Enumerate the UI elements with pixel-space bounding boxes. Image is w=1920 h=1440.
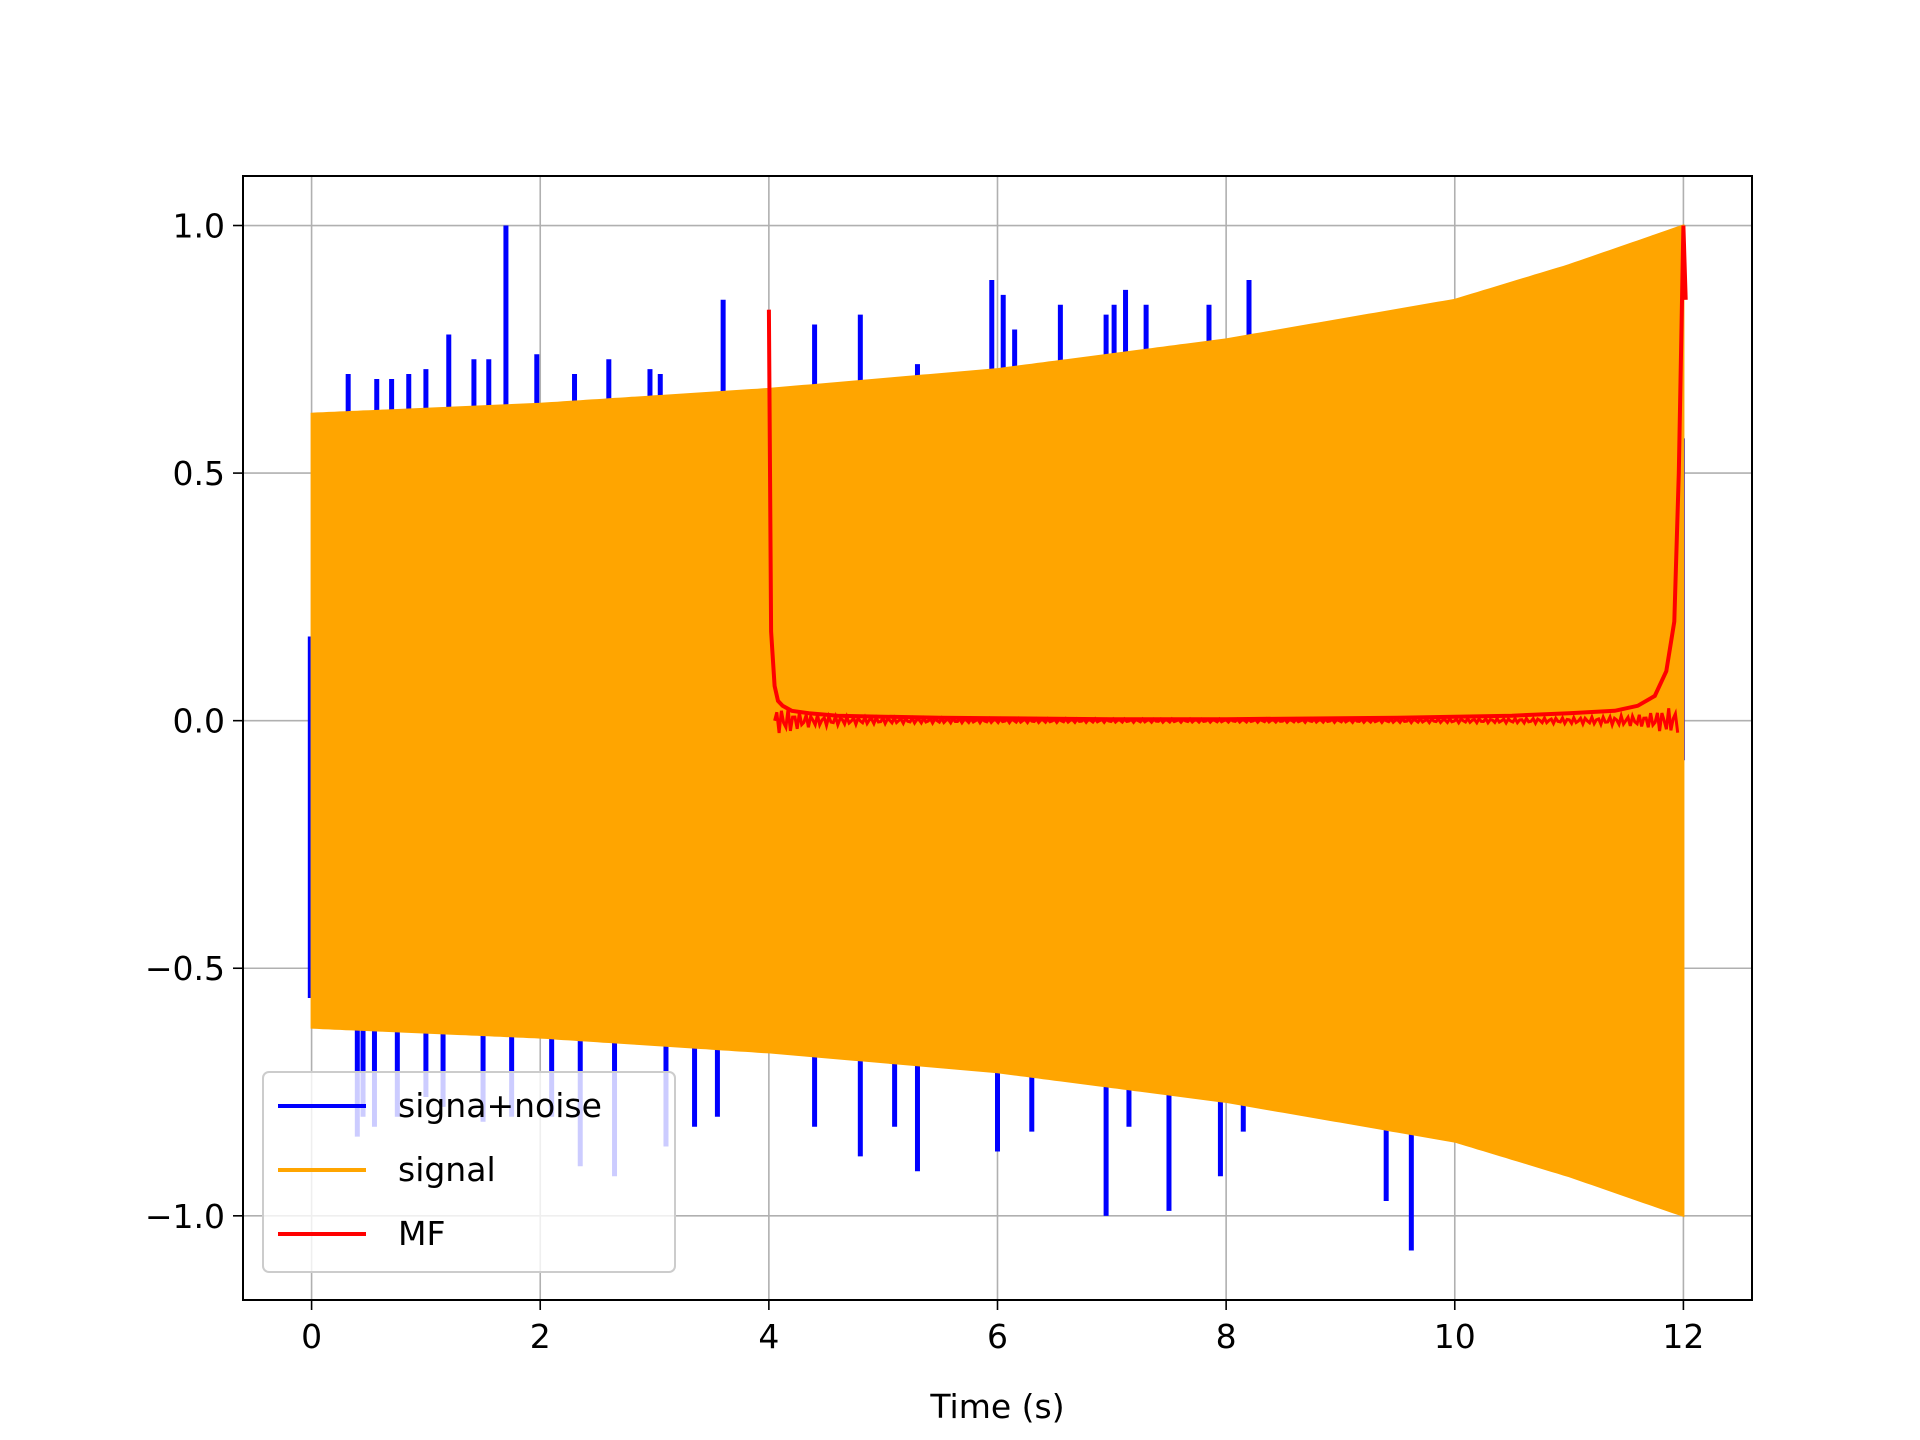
- x-axis-label: Time (s): [929, 1387, 1064, 1426]
- x-tick-label: 8: [1216, 1317, 1237, 1356]
- legend-label: MF: [398, 1214, 445, 1253]
- y-tick-label: 0.0: [173, 702, 225, 741]
- legend-label: signa+noise: [398, 1086, 602, 1125]
- axis-ticks: 0 2 4 6 8 10 12 1.0 0.5 0.0 −0.5 −1.0: [145, 207, 1705, 1356]
- y-tick-label: 0.5: [173, 454, 225, 493]
- y-tick-label: 1.0: [173, 207, 225, 246]
- y-tick-label: −1.0: [145, 1197, 225, 1236]
- legend-box: [262, 1071, 676, 1273]
- x-tick-label: 12: [1662, 1317, 1704, 1356]
- x-tick-label: 6: [987, 1317, 1008, 1356]
- y-tick-label: −0.5: [145, 949, 225, 988]
- legend-label: signal: [398, 1150, 496, 1189]
- x-tick-label: 0: [301, 1317, 322, 1356]
- x-tick-label: 10: [1434, 1317, 1476, 1356]
- legend: signa+noise signal MF: [262, 1071, 676, 1273]
- x-tick-label: 2: [530, 1317, 551, 1356]
- mf-ripple: [773, 708, 1680, 734]
- x-tick-label: 4: [758, 1317, 779, 1356]
- mf-series: [766, 225, 1688, 734]
